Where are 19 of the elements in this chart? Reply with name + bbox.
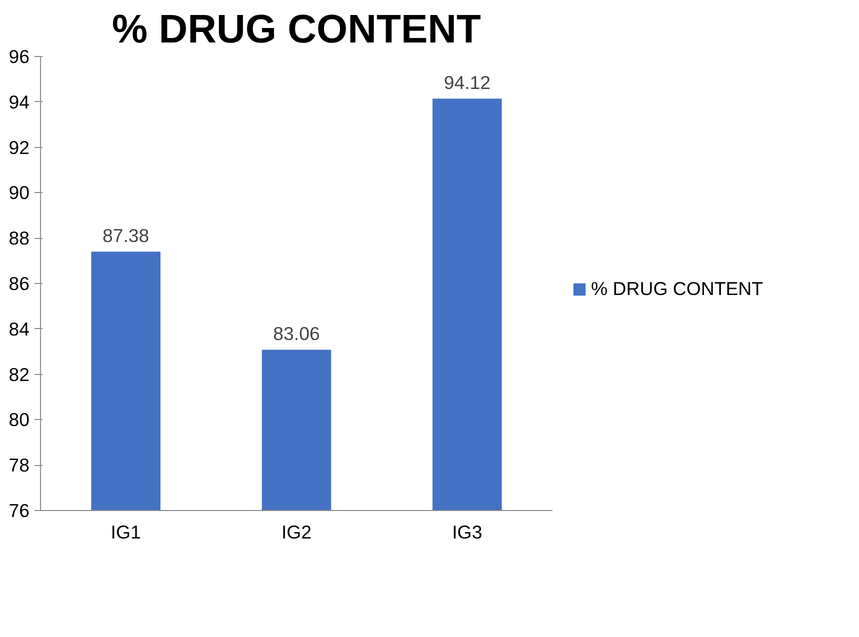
y-tick-label: 96 <box>8 46 30 67</box>
legend-label: % DRUG CONTENT <box>591 278 764 300</box>
y-tick-label: 84 <box>8 318 30 340</box>
data-label: 94.12 <box>444 72 491 94</box>
y-tick-label: 76 <box>8 500 30 521</box>
y-tick-label: 88 <box>8 228 30 249</box>
y-tick-label: 90 <box>8 182 30 204</box>
data-label: 83.06 <box>273 323 320 344</box>
y-tick-label: 82 <box>8 364 30 385</box>
x-tick-label: IG1 <box>110 522 141 542</box>
chart-title: % DRUG CONTENT <box>112 8 481 52</box>
y-tick-label: 78 <box>8 454 30 476</box>
x-tick-label: IG3 <box>452 522 482 542</box>
y-tick-label: 94 <box>8 91 30 112</box>
data-label: 87.38 <box>102 225 150 246</box>
x-tick-label: IG2 <box>281 522 312 542</box>
y-tick-label: 92 <box>8 136 30 158</box>
y-tick-label: 80 <box>8 409 30 430</box>
y-tick-label: 86 <box>8 273 30 294</box>
